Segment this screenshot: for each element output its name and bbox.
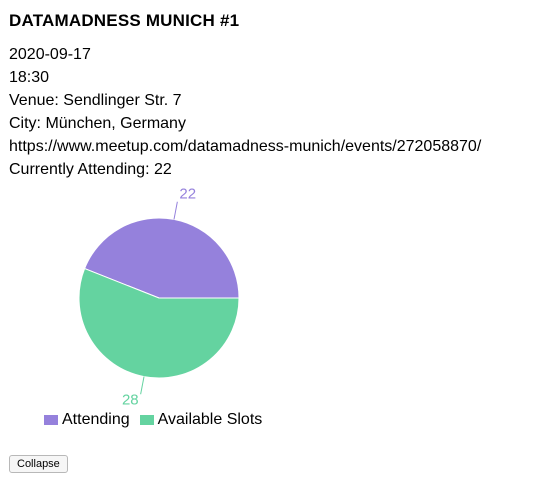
pie-value-label-attending: 22 (179, 186, 196, 203)
event-time: 18:30 (9, 69, 50, 86)
event-card: DATAMADNESS MUNICH #1 2020-09-17 18:30 V… (9, 10, 549, 181)
collapse-button[interactable]: Collapse (9, 455, 68, 473)
event-city: City: München, Germany (9, 115, 186, 132)
event-url[interactable]: https://www.meetup.com/datamadness-munic… (9, 138, 482, 155)
legend-swatch-attending (44, 415, 58, 425)
pie-value-label-available-slots: 28 (122, 391, 139, 408)
legend-label-available-slots: Available Slots (157, 411, 263, 428)
legend-item-attending[interactable]: Attending (44, 410, 130, 430)
legend-label-attending: Attending (62, 411, 130, 428)
attendance-pie-chart: 22 28 (0, 180, 300, 430)
chart-legend: Attending Available Slots (44, 410, 272, 430)
pie-slice-attending[interactable] (83, 217, 240, 299)
leader-line-attending (173, 201, 178, 220)
pie-chart-svg: 22 28 (78, 186, 240, 408)
event-venue: Venue: Sendlinger Str. 7 (9, 92, 182, 109)
legend-item-available-slots[interactable]: Available Slots (139, 410, 263, 430)
legend-swatch-available-slots (139, 415, 154, 425)
event-date: 2020-09-17 (9, 46, 91, 63)
leader-line-available-slots (140, 376, 145, 395)
event-attending-count: Currently Attending: 22 (9, 161, 172, 178)
event-title: DATAMADNESS MUNICH #1 (9, 11, 240, 30)
